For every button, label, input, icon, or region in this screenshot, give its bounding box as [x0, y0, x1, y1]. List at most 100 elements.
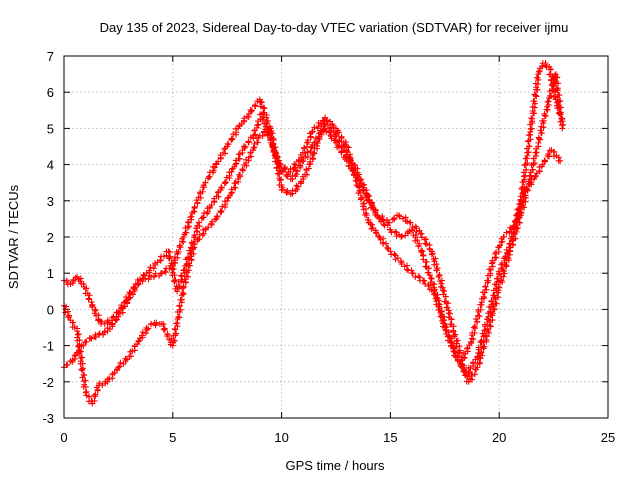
data-point-track-b	[82, 377, 89, 384]
data-point-track-b	[76, 350, 83, 357]
data-point-track-b	[304, 171, 311, 178]
grid	[64, 56, 608, 418]
data-point-track-b	[549, 82, 556, 89]
data-point-track-b	[508, 237, 515, 244]
data-point-track-a	[534, 74, 541, 81]
data-point-track-b	[173, 330, 180, 337]
data-point-track-c	[521, 194, 528, 201]
data-point-track-a	[531, 98, 538, 105]
data-point-track-b	[489, 310, 496, 317]
data-point-track-c	[409, 224, 416, 231]
data-point-track-b	[232, 179, 239, 186]
data-point-track-a	[211, 164, 218, 171]
data-point-track-b	[375, 233, 382, 240]
data-point-track-b	[177, 306, 184, 313]
data-point-track-b	[535, 139, 542, 146]
data-point-track-b	[153, 319, 160, 326]
data-point-track-a	[202, 179, 209, 186]
data-point-track-c	[174, 288, 181, 295]
data-point-track-c	[432, 255, 439, 262]
data-point-track-a	[488, 298, 495, 305]
data-point-track-c	[287, 165, 294, 172]
data-point-track-b	[134, 341, 141, 348]
data-point-track-c	[460, 355, 467, 362]
data-point-track-b	[544, 99, 551, 106]
data-point-track-b	[142, 330, 149, 337]
data-point-track-a	[391, 228, 398, 235]
data-point-track-a	[338, 149, 345, 156]
data-point-track-b	[559, 125, 566, 132]
data-point-track-c	[483, 286, 490, 293]
data-point-track-b	[493, 300, 500, 307]
y-tick-label: 7	[47, 49, 54, 64]
data-point-track-a	[398, 234, 405, 240]
data-point-track-b	[557, 97, 564, 104]
data-point-track-b	[368, 221, 375, 228]
data-point-track-c	[506, 228, 513, 235]
data-point-track-b	[277, 176, 284, 183]
data-point-track-b	[538, 130, 545, 137]
data-point-track-c	[541, 157, 548, 164]
data-point-track-a	[185, 219, 192, 226]
data-point-track-c	[347, 157, 354, 164]
data-point-track-b	[452, 353, 459, 360]
data-point-track-b	[120, 360, 127, 367]
x-axis-label: GPS time / hours	[286, 458, 385, 473]
data-points	[61, 59, 567, 407]
axis-ticks: 0 5 10 15 20 25 -3 -2 -1 0 1 2 3 4 5 6 7	[42, 49, 615, 445]
data-point-track-b	[139, 329, 146, 336]
data-point-track-c	[309, 128, 316, 135]
data-point-track-b	[152, 322, 159, 329]
data-point-track-a	[199, 188, 206, 195]
data-point-track-b	[177, 296, 184, 303]
data-point-track-c	[194, 228, 201, 235]
data-point-track-c	[482, 283, 489, 290]
y-tick-label: -3	[42, 411, 54, 426]
data-point-track-b	[329, 120, 336, 127]
data-point-track-b	[503, 262, 510, 269]
data-point-track-a	[335, 143, 342, 150]
data-point-track-b	[315, 134, 322, 141]
data-point-track-b	[82, 389, 89, 396]
data-point-track-c	[391, 216, 398, 223]
data-point-track-c	[413, 228, 420, 235]
data-point-track-b	[79, 374, 86, 381]
data-point-track-b	[558, 115, 565, 122]
data-point-track-a	[109, 321, 116, 328]
data-point-track-b	[284, 189, 291, 196]
data-point-track-b	[226, 192, 233, 199]
data-point-track-b	[127, 353, 134, 360]
data-point-track-a	[180, 239, 187, 246]
data-point-track-c	[151, 260, 158, 267]
data-point-track-b	[532, 152, 539, 159]
data-point-track-c	[470, 336, 477, 343]
data-point-track-c	[292, 162, 299, 169]
data-point-track-a	[490, 292, 497, 299]
data-point-track-b	[479, 352, 486, 359]
data-point-track-b	[176, 303, 183, 310]
data-point-track-a	[225, 141, 232, 148]
data-point-track-b	[188, 257, 195, 264]
data-point-track-c	[396, 212, 403, 219]
data-point-track-b	[465, 378, 472, 385]
data-point-track-c	[442, 293, 449, 300]
data-point-track-b	[279, 186, 286, 193]
data-point-track-c	[532, 173, 539, 180]
data-point-track-c	[451, 333, 458, 340]
data-point-track-b	[553, 74, 560, 81]
data-point-track-b	[148, 320, 155, 327]
x-tick-label: 0	[60, 430, 67, 445]
data-point-track-b	[541, 110, 548, 117]
y-tick-label: 1	[47, 266, 54, 281]
data-point-track-c	[473, 316, 480, 323]
data-point-track-b	[368, 225, 375, 232]
data-point-track-c	[264, 126, 271, 133]
data-point-track-c	[428, 251, 435, 258]
data-point-track-b	[409, 270, 416, 277]
data-point-track-b	[454, 358, 461, 364]
data-point-track-b	[179, 290, 186, 297]
data-point-track-a	[215, 158, 222, 165]
data-point-track-c	[422, 240, 429, 247]
data-point-track-b	[532, 149, 539, 156]
data-point-track-b	[91, 397, 98, 404]
